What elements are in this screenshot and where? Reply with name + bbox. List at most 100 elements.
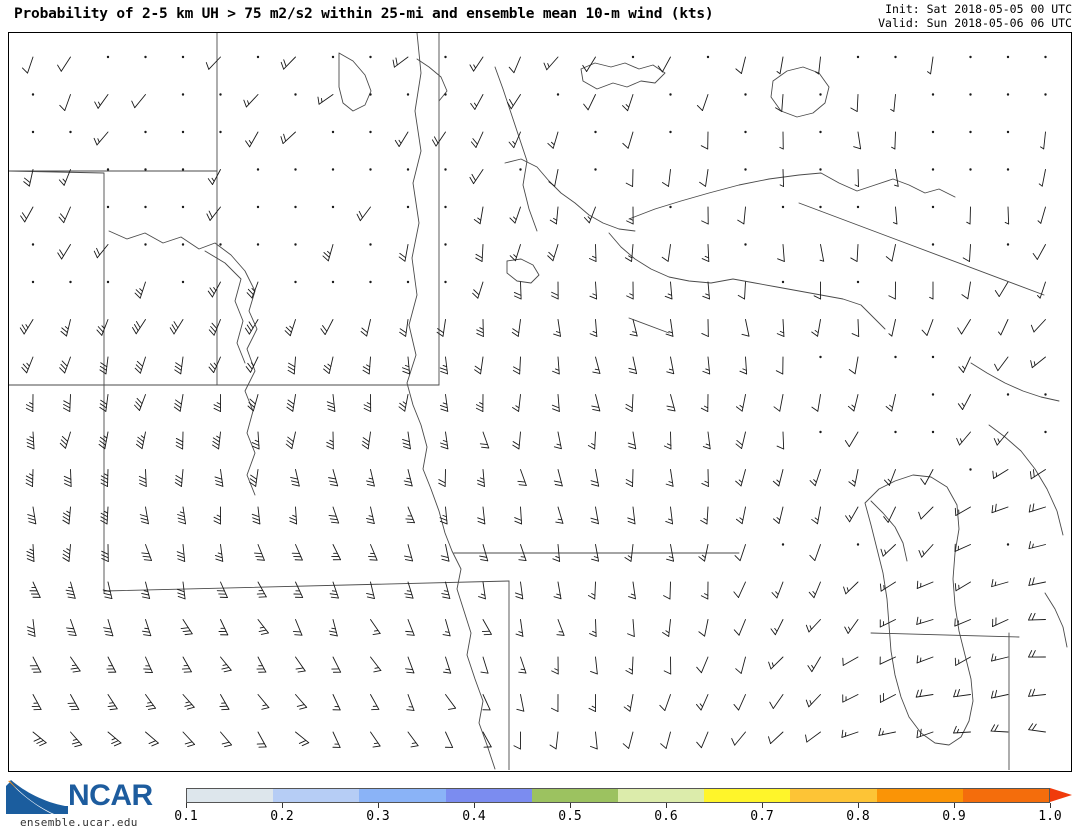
wind-barb: [475, 244, 484, 262]
calm-marker: [744, 93, 747, 96]
wind-barb: [590, 506, 599, 525]
wind-barb: [735, 56, 746, 74]
wind-barb: [625, 169, 634, 187]
wind-barb: [850, 94, 859, 112]
colorbar-segment-9: [962, 789, 1050, 802]
wind-barb: [469, 56, 484, 72]
calm-marker: [856, 280, 860, 284]
wind-barb: [256, 581, 267, 598]
wind-barb: [547, 244, 559, 262]
wind-barb: [805, 619, 821, 633]
wind-barb: [992, 617, 1009, 628]
wind-barb: [518, 544, 527, 562]
wind-barb: [513, 731, 521, 750]
wind-barb: [361, 431, 371, 450]
calm-marker: [219, 130, 222, 134]
wind-barb: [879, 693, 896, 703]
wind-barb: [991, 653, 1009, 662]
wind-barb: [589, 281, 598, 300]
ncar-logo-mark: [6, 780, 68, 814]
wind-barb: [552, 544, 561, 562]
calm-marker: [519, 168, 522, 171]
calm-marker: [181, 280, 185, 284]
wind-barb: [516, 694, 525, 712]
wind-barb: [102, 581, 113, 599]
calm-marker: [406, 280, 410, 284]
wind-barb: [553, 319, 561, 337]
wind-barb: [475, 394, 484, 412]
wind-barb: [405, 619, 415, 636]
wind-barb: [295, 694, 308, 710]
calm-marker: [31, 243, 35, 246]
wind-barb: [549, 206, 559, 225]
calm-marker: [931, 355, 935, 359]
wind-barb: [918, 506, 934, 520]
wind-barb: [476, 469, 485, 487]
calm-marker: [1006, 93, 1010, 96]
calm-marker: [369, 168, 372, 171]
wind-barb: [665, 319, 674, 337]
ncar-logo[interactable]: NCAR ensemble.ucar.edu: [6, 779, 172, 829]
wind-barb: [627, 431, 637, 450]
wind-barb: [1040, 131, 1046, 150]
wind-barb: [700, 506, 709, 525]
colorbar-tick-label: 0.7: [750, 809, 774, 824]
wind-barb: [394, 131, 409, 147]
wind-barb: [482, 731, 492, 748]
colorbar-tick: [1050, 803, 1051, 808]
wind-barb: [775, 94, 784, 112]
colorbar-segment-2: [359, 789, 446, 802]
calm-marker: [931, 393, 935, 396]
calm-marker: [669, 130, 672, 134]
map-panel[interactable]: [8, 32, 1072, 772]
colorbar-tick-label: 0.6: [654, 809, 678, 824]
wind-barb: [481, 619, 492, 636]
calm-marker: [106, 168, 110, 171]
wind-barb: [66, 619, 77, 636]
wind-barb: [21, 56, 34, 74]
wind-barb: [514, 581, 524, 600]
colorbar-tick-label: 0.8: [846, 809, 870, 824]
calm-marker: [894, 355, 897, 359]
wind-barb: [851, 319, 860, 337]
colorbar[interactable]: 0.1 0.2 0.3 0.4 0.5 0.6 0.7 0.8 0.9 1.0: [174, 788, 1072, 832]
wind-barb: [254, 544, 265, 561]
colorbar-gradient[interactable]: [186, 788, 1050, 803]
wind-barb: [132, 319, 146, 335]
wind-barb: [734, 544, 746, 562]
wind-barb: [773, 394, 784, 412]
wind-barb: [26, 431, 35, 450]
wind-barb: [701, 319, 709, 337]
colorbar-tick: [474, 803, 475, 808]
wind-barb: [733, 694, 746, 711]
colorbar-tick: [858, 803, 859, 808]
wind-barb: [589, 619, 597, 637]
calm-marker: [781, 205, 785, 209]
wind-barb: [479, 431, 490, 449]
map-canvas: [9, 33, 1068, 770]
wind-barb: [696, 694, 709, 711]
calm-marker: [931, 168, 935, 171]
colorbar-segment-7: [790, 789, 877, 802]
wind-barb: [213, 394, 221, 412]
wind-barb: [885, 394, 896, 412]
wind-barb: [29, 656, 42, 673]
wind-barb: [436, 319, 446, 337]
calm-marker: [444, 205, 447, 209]
wind-barb: [1030, 319, 1046, 333]
wind-barb: [1029, 469, 1046, 480]
calm-marker: [369, 93, 372, 96]
wind-barb: [440, 544, 450, 562]
wind-barb: [439, 356, 448, 375]
colorbar-tick-label: 0.5: [558, 809, 582, 824]
wind-barb: [366, 469, 375, 487]
wind-barb: [588, 244, 597, 262]
wind-barb: [556, 619, 565, 636]
calm-marker: [819, 205, 822, 209]
calm-marker: [1006, 168, 1010, 171]
calm-marker: [181, 55, 185, 59]
wind-barb: [551, 281, 559, 300]
calm-marker: [369, 243, 372, 246]
wind-barb: [1030, 356, 1046, 369]
colorbar-tick: [570, 803, 571, 808]
